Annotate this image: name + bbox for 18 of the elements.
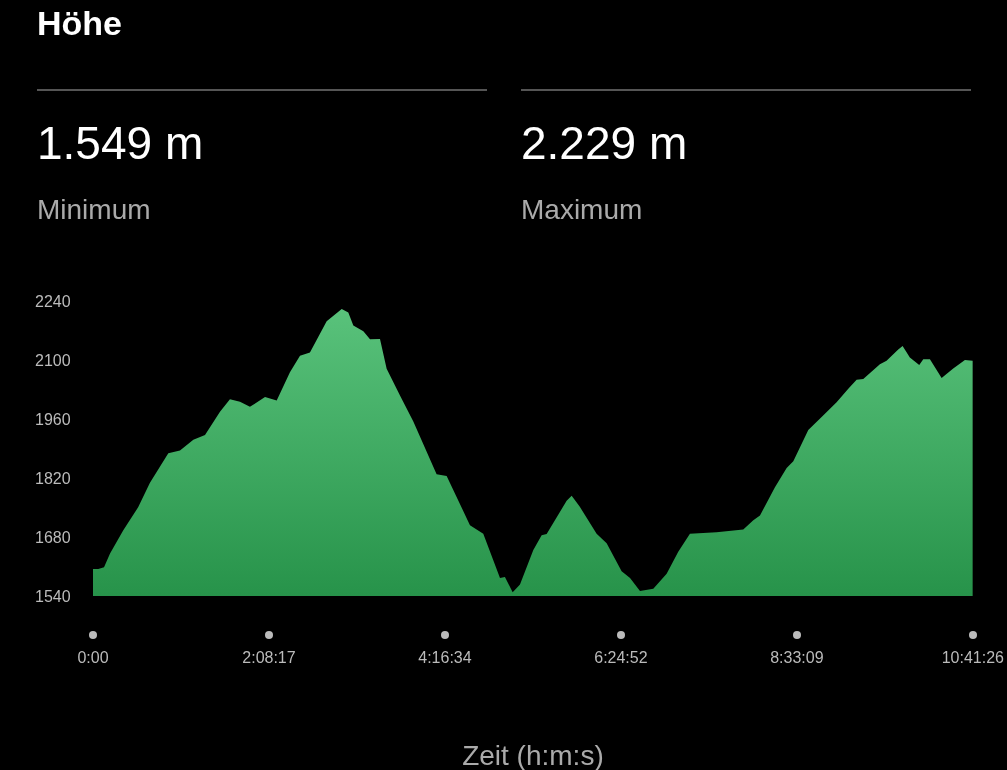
x-tick-label: 10:41:26 <box>941 648 1005 666</box>
x-axis-title: Zeit (h:m:s) <box>462 739 604 770</box>
text: 1.549 m <box>37 117 204 169</box>
y-tick-label: 1820 <box>35 469 71 487</box>
x-tick-label: 8:33:09 <box>770 648 824 666</box>
chart-title: Höhe <box>37 4 122 42</box>
x-tick-label: 4:16:34 <box>418 648 472 666</box>
text: Minimum <box>37 193 151 225</box>
x-tick-label: 0:00 <box>77 648 109 666</box>
text: 2.229 m <box>521 117 688 169</box>
y-tick-label: 2100 <box>35 351 71 369</box>
x-tick-label: 6:24:52 <box>594 648 648 666</box>
x-tick-label: 2:08:17 <box>242 648 296 666</box>
y-tick-label: 1540 <box>35 587 71 605</box>
y-tick-label: 2240 <box>35 292 71 310</box>
y-tick-label: 1960 <box>35 410 71 428</box>
y-tick-label: 1680 <box>35 528 71 546</box>
text: Maximum <box>521 193 643 225</box>
